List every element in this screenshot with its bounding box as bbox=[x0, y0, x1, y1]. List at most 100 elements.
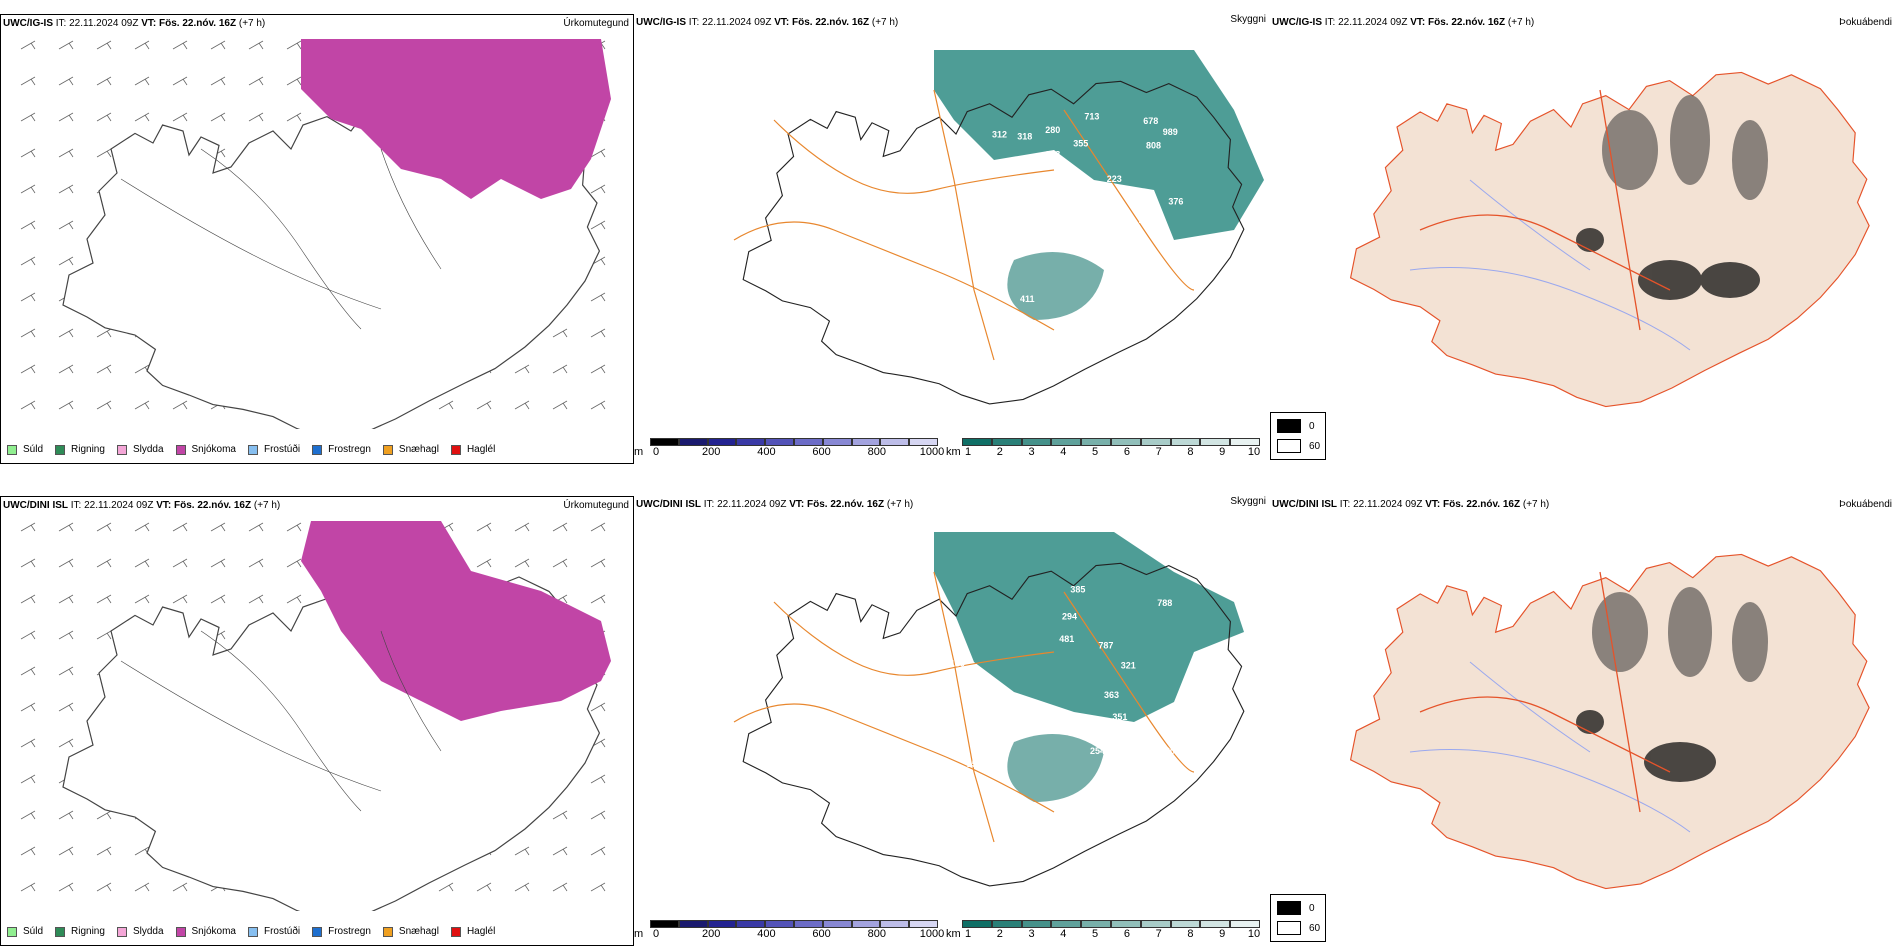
legend-swatch bbox=[312, 444, 323, 455]
visibility-annotation: 211 bbox=[1174, 800, 1189, 810]
visibility-annotation: 310 bbox=[1087, 302, 1102, 312]
visibility-panel-ig: UWC/IG-IS IT: 22.11.2024 09Z VT: Fös. 22… bbox=[634, 14, 1270, 464]
scale-segment bbox=[678, 920, 708, 928]
legend-swatch bbox=[7, 444, 17, 455]
legend-item: Snæhagl bbox=[382, 444, 439, 455]
precip-type-panel-dini: UWC/DINI ISL IT: 22.11.2024 09Z VT: Fös.… bbox=[0, 496, 634, 946]
panel-title: UWC/IG-IS IT: 22.11.2024 09Z VT: Fös. 22… bbox=[3, 18, 266, 29]
precip-legend: Súld Rigning Slydda Snjókoma Frostúði Frostre… bbox=[7, 444, 495, 455]
legend-item: Snjókoma bbox=[175, 926, 236, 937]
visibility-annotation: 319 bbox=[1101, 318, 1116, 328]
legend-swatch bbox=[116, 444, 127, 455]
scale-tick: 800 bbox=[867, 928, 886, 940]
legend-item: Frostregn bbox=[312, 926, 371, 937]
fog-legend: 0 60 bbox=[1270, 412, 1326, 460]
scale-segment bbox=[962, 438, 992, 446]
scale-segment bbox=[851, 438, 881, 446]
scale-tick: 0 bbox=[652, 446, 660, 458]
scale-segment bbox=[1230, 438, 1260, 446]
legend-swatch bbox=[175, 444, 186, 455]
scale-tick: 7 bbox=[1155, 446, 1162, 458]
legend-label: Rigning bbox=[71, 444, 105, 455]
visibility-annotation: 351 bbox=[1112, 712, 1127, 722]
fog-legend-item: 60 bbox=[1277, 439, 1320, 453]
scale-unit: km bbox=[946, 446, 961, 458]
scale-segment bbox=[736, 438, 766, 446]
visibility-annotation: 157 bbox=[967, 759, 982, 769]
scale-segment bbox=[707, 920, 737, 928]
scale-segment bbox=[1111, 438, 1141, 446]
legend-swatch bbox=[55, 444, 66, 455]
scale-tick: 7 bbox=[1155, 928, 1162, 940]
legend-label: Súld bbox=[23, 444, 44, 455]
scale-segment bbox=[1230, 920, 1260, 928]
scale-segment bbox=[1081, 920, 1111, 928]
scale-tick: 10 bbox=[1247, 446, 1261, 458]
scale-segment bbox=[1200, 920, 1231, 928]
scale-segment bbox=[1021, 920, 1052, 928]
visibility-annotation: 120 bbox=[1168, 322, 1183, 332]
visibility-annotation: 321 bbox=[1121, 661, 1136, 671]
scale-tick: 0 bbox=[652, 928, 660, 940]
scale-unit: m bbox=[634, 928, 644, 940]
scale-tick: 3 bbox=[1028, 446, 1035, 458]
scale-segment bbox=[650, 920, 679, 928]
visibility-annotation: 808 bbox=[1146, 141, 1161, 151]
scale-tick: 200 bbox=[702, 928, 721, 940]
cloud-base-scale: m 0 200 400 600 800 1000 bbox=[634, 438, 944, 460]
legend-item: Haglél bbox=[450, 444, 496, 455]
visibility-annotation: 431 bbox=[1062, 167, 1077, 177]
visibility-annotation: 223 bbox=[1107, 174, 1122, 184]
legend-label: Slydda bbox=[132, 444, 164, 455]
visibility-annotation: 385 bbox=[1070, 584, 1085, 594]
legend-label: Snæhagl bbox=[398, 926, 439, 937]
scale-tick: 4 bbox=[1060, 446, 1067, 458]
scale-segment bbox=[991, 920, 1022, 928]
scale-segment bbox=[880, 920, 910, 928]
scale-segment bbox=[1140, 920, 1171, 928]
visibility-annotation: 564 bbox=[1166, 246, 1181, 256]
legend-label: Frostúði bbox=[263, 926, 301, 937]
scale-segment bbox=[822, 438, 852, 446]
visibility-annotation: 678 bbox=[1143, 116, 1158, 126]
visibility-panel-dini: UWC/DINI ISL IT: 22.11.2024 09Z VT: Fös.… bbox=[634, 496, 1270, 946]
scale-tick: 1 bbox=[964, 446, 972, 458]
scale-unit: m bbox=[634, 446, 644, 458]
legend-label: Haglél bbox=[466, 444, 496, 455]
scale-segment bbox=[880, 438, 910, 446]
legend-label: Frostregn bbox=[328, 926, 371, 937]
scale-tick: 2 bbox=[996, 446, 1003, 458]
scale-tick: 1000 bbox=[919, 446, 945, 458]
visibility-annotation: 411 bbox=[1020, 294, 1035, 304]
visibility-annotation: 169 bbox=[992, 221, 1007, 231]
legend-item: Snjókoma bbox=[175, 444, 236, 455]
fog-legend-label: 0 bbox=[1309, 420, 1315, 432]
visibility-annotation: 396 bbox=[1163, 723, 1178, 733]
scale-tick: 5 bbox=[1092, 446, 1099, 458]
scale-tick: 1000 bbox=[919, 928, 945, 940]
scale-segment bbox=[909, 920, 938, 928]
visibility-annotation: 713 bbox=[1084, 111, 1099, 121]
snow-area bbox=[301, 39, 611, 199]
visibility-annotation: 481 bbox=[1059, 634, 1074, 644]
fog-legend-label: 60 bbox=[1309, 922, 1321, 934]
visibility-annotation: 787 bbox=[1098, 640, 1113, 650]
scale-segment bbox=[794, 438, 823, 446]
legend-label: Frostúði bbox=[263, 444, 301, 455]
legend-item: Frostúði bbox=[247, 926, 301, 937]
legend-item: Súld bbox=[7, 444, 43, 455]
parameter-name: Þokuábendi bbox=[1839, 17, 1892, 28]
legend-swatch bbox=[450, 926, 461, 937]
scale-segment bbox=[794, 920, 823, 928]
visibility-scale: km 1 2 3 4 5 6 7 8 9 10 bbox=[946, 920, 1266, 942]
scale-segment bbox=[851, 920, 881, 928]
legend-swatch bbox=[175, 926, 186, 937]
scale-segment bbox=[678, 438, 708, 446]
scale-segment bbox=[962, 920, 992, 928]
legend-label: Súld bbox=[23, 926, 44, 937]
scale-tick: 8 bbox=[1187, 928, 1194, 940]
panel-title: UWC/DINI ISL IT: 22.11.2024 09Z VT: Fös.… bbox=[3, 500, 281, 511]
parameter-name: Skyggni bbox=[1230, 14, 1266, 25]
legend-label: Snjókoma bbox=[191, 444, 236, 455]
legend-item: Frostúði bbox=[247, 444, 301, 455]
